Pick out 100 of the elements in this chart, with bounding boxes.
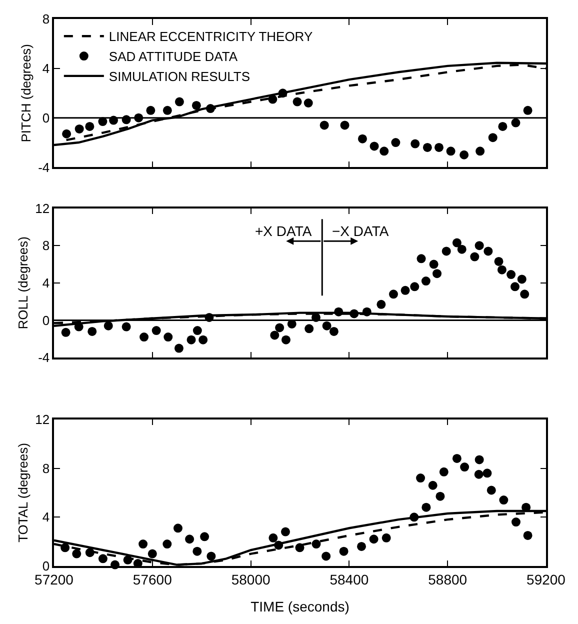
point — [98, 554, 108, 564]
point — [304, 324, 314, 334]
point — [146, 106, 156, 115]
x-axis-title: TIME (seconds) — [250, 598, 350, 614]
legend-label: SAD ATTITUDE DATA — [108, 49, 238, 64]
point — [200, 532, 210, 542]
y-tick-label: 4 — [42, 510, 50, 525]
point — [152, 326, 161, 336]
point — [60, 543, 70, 552]
point — [206, 552, 216, 561]
point — [488, 133, 498, 142]
y-tick-label: 12 — [35, 412, 50, 427]
point — [484, 246, 493, 256]
point — [192, 546, 202, 556]
point — [370, 142, 379, 151]
point — [320, 120, 329, 130]
point — [476, 146, 485, 156]
point — [61, 328, 70, 337]
x-tick-label: 58800 — [428, 572, 468, 588]
point — [446, 146, 456, 156]
y-tick-label: 0 — [42, 312, 50, 328]
point — [198, 335, 208, 344]
y-tick-label: -4 — [38, 160, 50, 175]
point — [470, 252, 480, 262]
point — [62, 129, 72, 138]
y-tick-label: 0 — [42, 110, 50, 126]
point — [510, 282, 520, 292]
point — [369, 534, 378, 544]
point — [268, 533, 278, 542]
point — [506, 270, 516, 280]
point — [329, 326, 338, 336]
point — [511, 118, 520, 128]
point — [74, 124, 84, 134]
point — [429, 260, 438, 269]
point — [410, 282, 420, 292]
point — [292, 97, 302, 106]
point — [162, 540, 172, 549]
point — [474, 455, 484, 464]
y-tick-label: 8 — [42, 238, 50, 254]
point — [442, 246, 451, 256]
point — [358, 134, 367, 144]
point — [416, 254, 426, 264]
point — [460, 150, 469, 160]
x-tick-label: 58400 — [330, 572, 369, 588]
point — [494, 256, 504, 266]
point — [523, 106, 532, 115]
point — [173, 524, 182, 533]
y-tick-label: 4 — [42, 60, 50, 76]
point — [88, 326, 97, 336]
point — [295, 543, 304, 552]
annotation: −X DATA — [332, 223, 390, 239]
y-axis-title: TOTAL (degrees) — [16, 442, 31, 542]
point — [174, 97, 184, 106]
point — [388, 290, 398, 299]
y-tick-label: -4 — [38, 350, 50, 366]
point — [174, 344, 184, 353]
point — [148, 549, 157, 558]
point — [339, 546, 348, 556]
point — [486, 486, 496, 495]
y-tick-label: 12 — [35, 200, 50, 216]
point — [434, 142, 444, 152]
point — [104, 321, 113, 330]
point — [376, 300, 386, 309]
point — [497, 265, 506, 274]
point — [457, 244, 466, 254]
point — [85, 122, 94, 131]
annotation: +X DATA — [255, 223, 312, 239]
point — [192, 326, 202, 336]
point — [499, 496, 508, 505]
point — [416, 474, 426, 483]
point — [312, 540, 321, 549]
point — [432, 269, 442, 278]
y-tick-label: 8 — [42, 12, 50, 27]
point — [474, 470, 484, 479]
y-axis-title: ROLL (degrees) — [16, 236, 31, 330]
point — [270, 330, 280, 340]
point — [452, 454, 462, 463]
y-tick-label: 4 — [42, 275, 50, 290]
x-tick-label: 59200 — [526, 572, 566, 588]
point — [185, 534, 194, 544]
point — [275, 323, 284, 332]
point — [186, 335, 196, 344]
point — [422, 502, 431, 512]
point — [322, 552, 331, 561]
point — [340, 120, 350, 130]
point — [122, 322, 131, 332]
point — [439, 467, 448, 476]
y-axis-title: PITCH (degrees) — [18, 44, 34, 142]
point — [452, 238, 462, 248]
point — [140, 332, 149, 342]
point — [498, 122, 508, 131]
point — [410, 139, 420, 148]
legend-label: SIMULATION RESULTS — [108, 69, 250, 84]
point — [421, 276, 430, 286]
x-tick-label: 58000 — [231, 572, 270, 588]
point — [520, 290, 530, 299]
point — [304, 98, 313, 108]
point — [511, 518, 520, 527]
point — [123, 555, 132, 564]
point — [482, 468, 492, 478]
